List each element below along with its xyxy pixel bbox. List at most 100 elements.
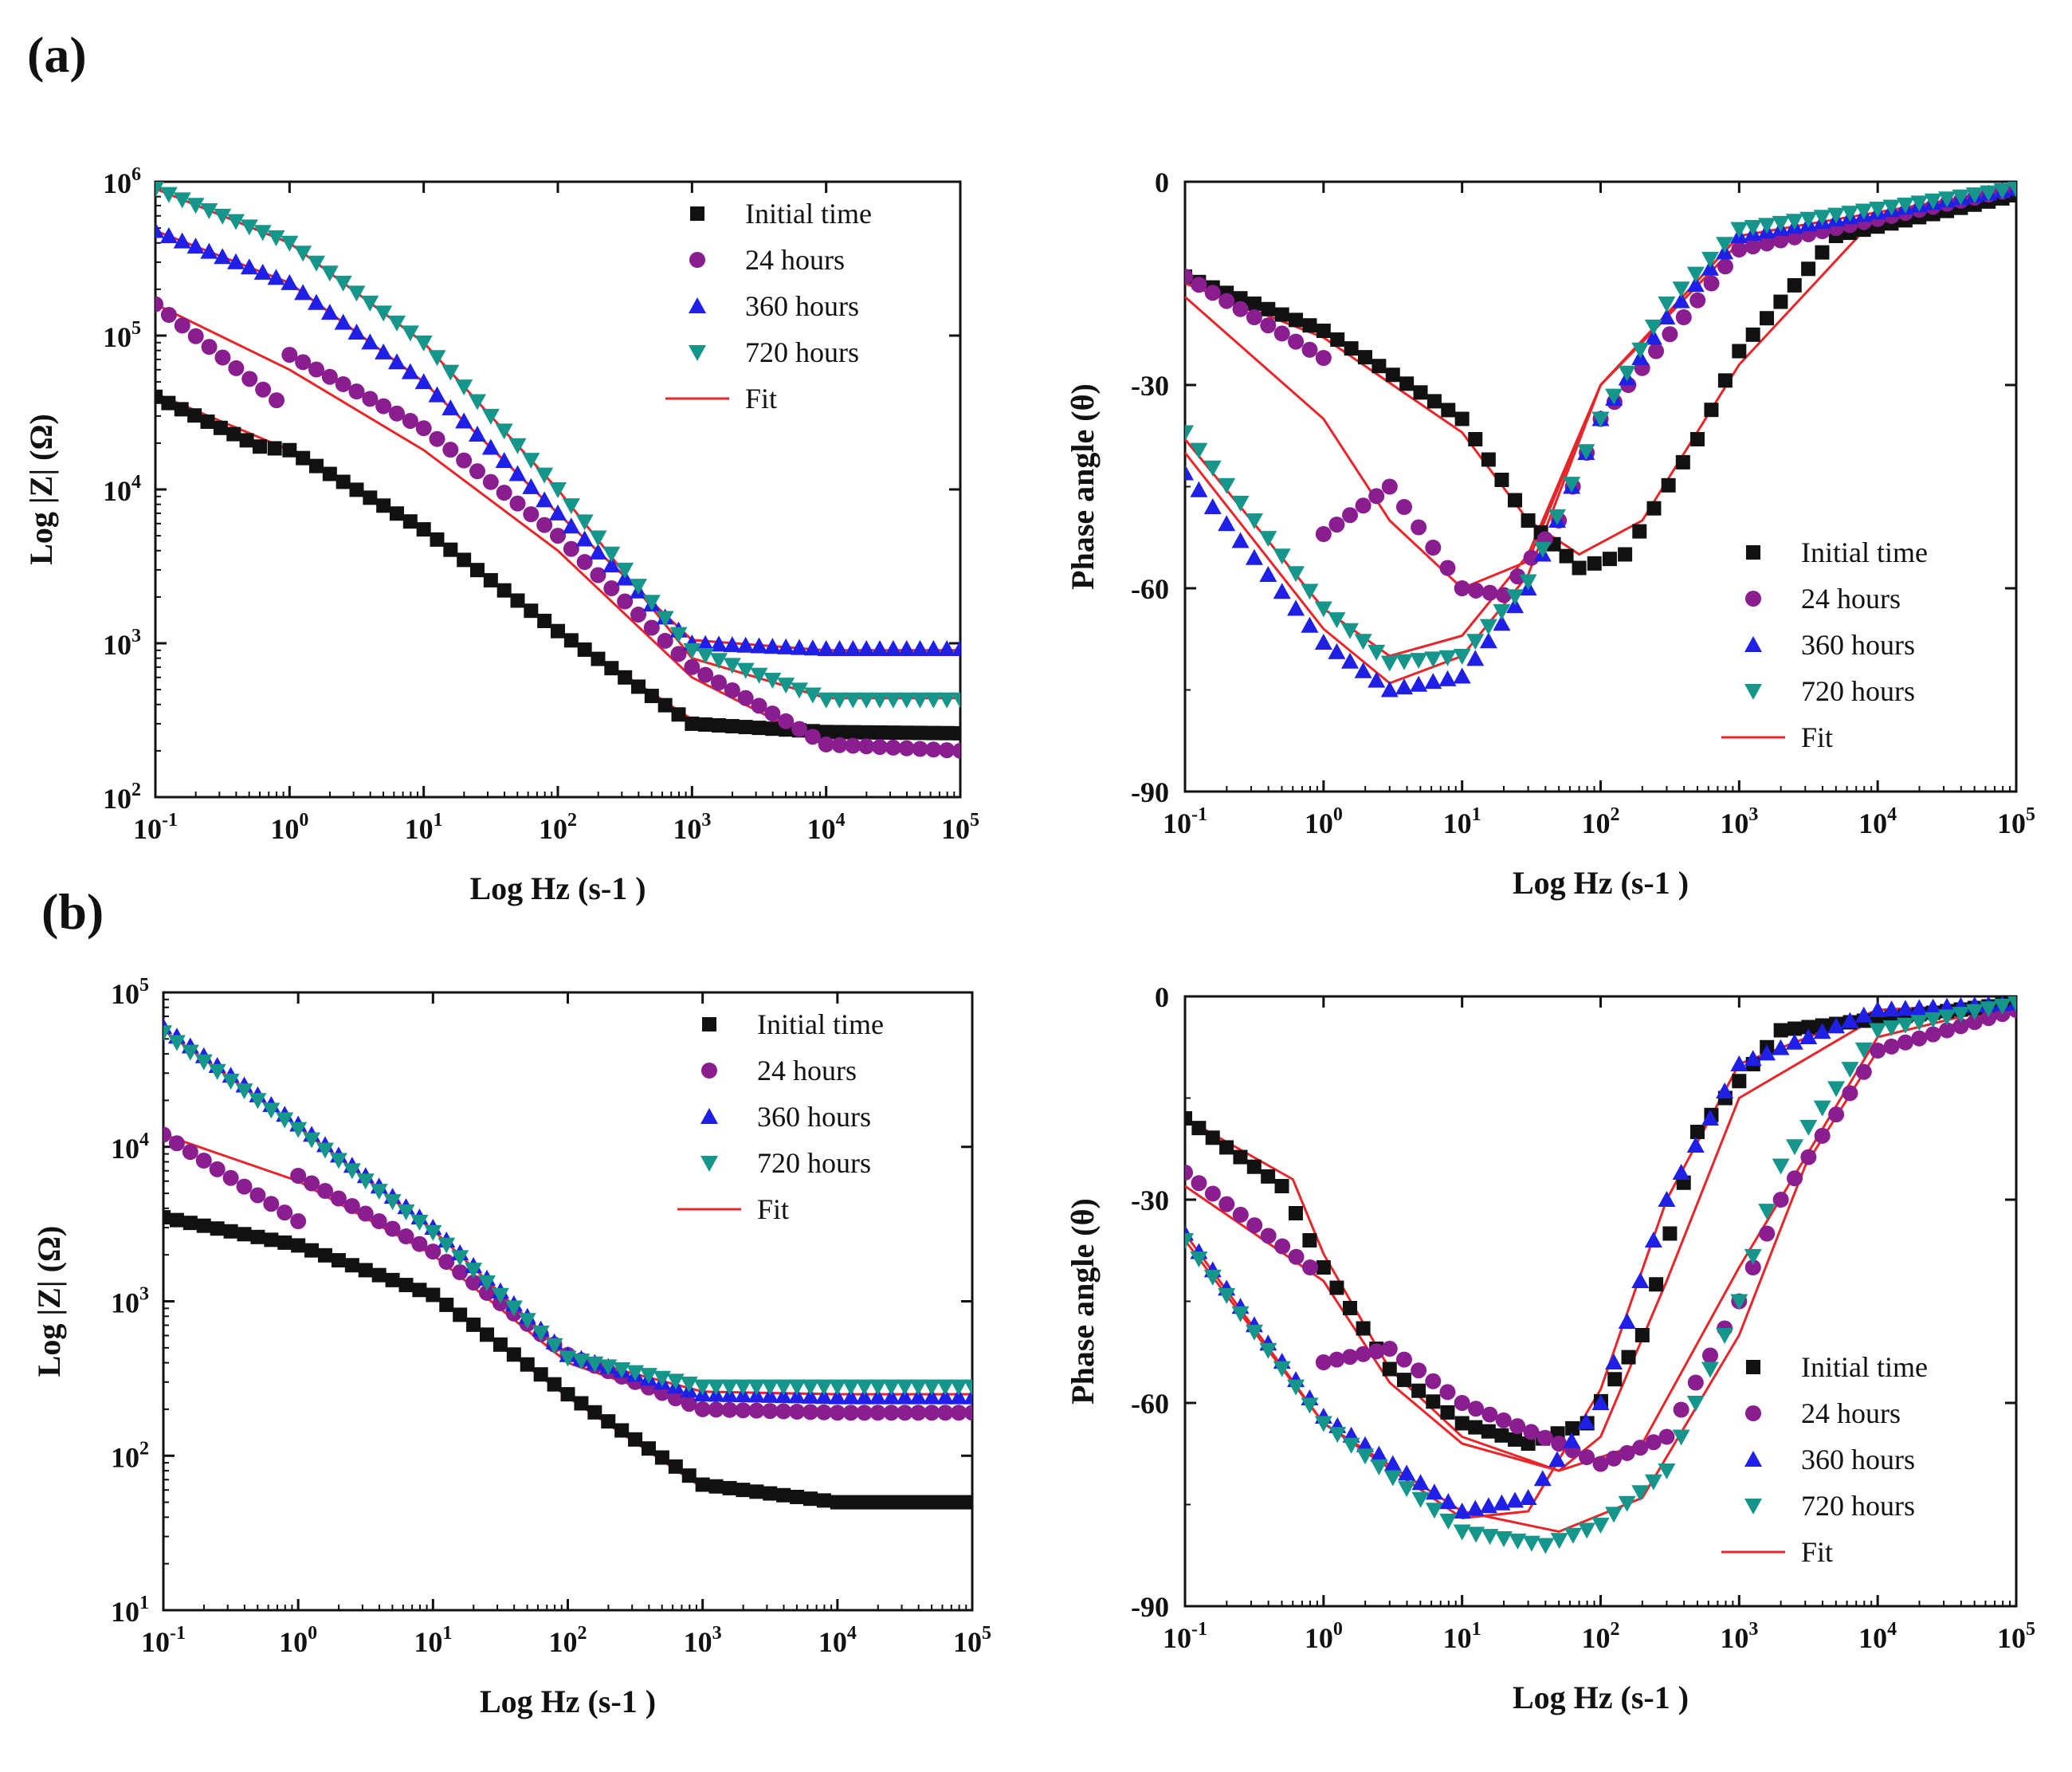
data-point (1395, 678, 1413, 695)
data-point (1315, 350, 1332, 366)
data-point (1314, 1416, 1332, 1432)
data-point (1246, 1159, 1262, 1174)
data-point (817, 639, 835, 656)
data-point (698, 717, 713, 732)
data-point (334, 275, 352, 292)
data-point (763, 638, 782, 654)
data-point (1701, 1347, 1718, 1364)
data-point (1701, 251, 1719, 268)
y-axis-title: Phase angle (θ) (1065, 383, 1101, 590)
data-point (1246, 297, 1262, 311)
data-point (1368, 671, 1386, 688)
data-point (1661, 477, 1676, 493)
data-point (1424, 673, 1442, 690)
data-point (1772, 215, 1790, 232)
data-point (439, 1297, 454, 1312)
data-point (1438, 650, 1457, 666)
data-point (508, 465, 527, 481)
data-point (896, 1388, 914, 1405)
data-point (1785, 214, 1803, 230)
data-point (842, 1405, 859, 1421)
data-point (1799, 1119, 1818, 1136)
data-point (1316, 1260, 1331, 1275)
a-bode-phase-chart: 10-1 100 101 102 103 104 105 0 -30 -60 -90 Log Hz (… (1065, 167, 2035, 901)
data-point (869, 1379, 887, 1396)
data-point (1380, 681, 1399, 697)
data-point (830, 692, 849, 709)
data-point (762, 1403, 779, 1420)
data-point (1287, 1379, 1305, 1396)
data-point (167, 1035, 186, 1051)
y-axis-title: Phase angle (θ) (1065, 1198, 1101, 1405)
legend-label: Fit (745, 383, 777, 415)
data-point (267, 441, 282, 456)
data-point (1398, 1464, 1416, 1481)
data-point (1800, 1149, 1817, 1165)
data-point (1787, 1170, 1803, 1187)
data-point (160, 306, 177, 323)
plot-area (163, 1017, 972, 1510)
data-point (912, 741, 928, 757)
data-point (1382, 1361, 1397, 1377)
data-point (1261, 301, 1276, 316)
data-point (829, 1405, 846, 1421)
data-point (1190, 1251, 1208, 1267)
data-point (429, 430, 445, 447)
data-point (1966, 1014, 1983, 1031)
data-point (1773, 294, 1788, 309)
legend-swatch (702, 1017, 716, 1031)
data-point (939, 742, 956, 759)
data-point (1395, 654, 1413, 670)
data-point (186, 198, 205, 214)
y-tick-label: 104 (111, 1130, 149, 1165)
data-point (1370, 1445, 1388, 1462)
data-point (425, 1244, 441, 1260)
data-point (536, 467, 554, 484)
data-point (1342, 507, 1359, 524)
x-tick-label: 10-1 (141, 1623, 186, 1658)
data-point (1658, 1464, 1676, 1479)
data-point (559, 1350, 577, 1367)
data-point (1634, 1328, 1650, 1342)
data-point (1301, 1397, 1319, 1414)
legend-swatch (1744, 1499, 1762, 1515)
data-point (480, 1327, 494, 1342)
data-point (1536, 1429, 1553, 1446)
data-point (857, 1495, 872, 1510)
data-point (631, 679, 646, 694)
data-point (443, 542, 458, 557)
data-point (1191, 1121, 1207, 1136)
x-tick-label: 105 (1997, 1619, 2035, 1654)
data-point (163, 1025, 172, 1042)
data-point (1827, 1017, 1846, 1034)
data-point (1675, 309, 1692, 325)
y-tick-label: 103 (103, 626, 141, 661)
data-point (751, 721, 767, 736)
data-point (482, 473, 499, 490)
data-point (1939, 1022, 1956, 1039)
data-point (509, 495, 526, 512)
data-point (416, 522, 431, 537)
data-point (1910, 999, 1929, 1016)
data-point (173, 232, 191, 249)
data-point (1301, 583, 1319, 600)
data-point (952, 742, 960, 759)
data-point (1368, 644, 1386, 661)
x-tick-label: 102 (1582, 1619, 1620, 1654)
data-point (869, 1405, 886, 1421)
data-point (410, 1214, 429, 1231)
data-point (1411, 519, 1427, 536)
data-point (309, 458, 324, 473)
data-point (697, 648, 715, 665)
data-point (1383, 1455, 1402, 1471)
data-point (562, 498, 580, 515)
legend-label: 360 hours (1801, 1444, 1915, 1475)
data-point (1509, 568, 1526, 585)
data-point (775, 1403, 792, 1420)
data-point (495, 423, 513, 440)
data-point (174, 402, 189, 417)
data-point (791, 638, 808, 655)
data-point (697, 666, 714, 683)
data-point (1355, 497, 1372, 514)
data-point (1938, 191, 1956, 208)
